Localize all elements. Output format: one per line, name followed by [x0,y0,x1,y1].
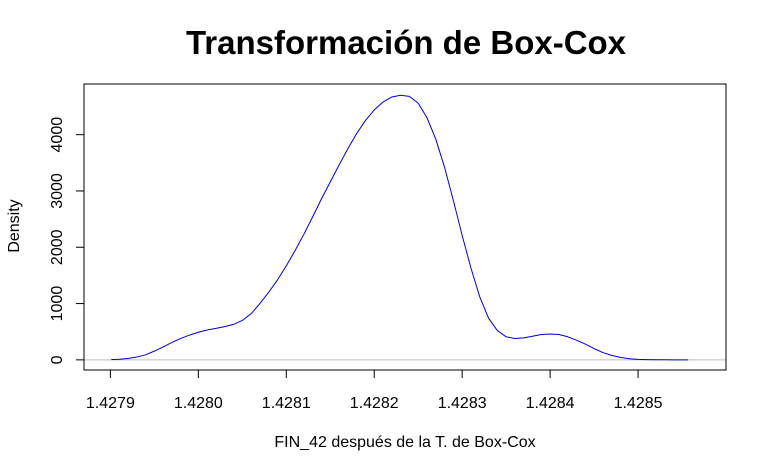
x-tick-label: 1.4280 [174,395,223,412]
x-tick-label: 1.4282 [350,395,399,412]
y-tick-label: 2000 [49,229,66,265]
line-layer [111,94,689,361]
y-axis: 0 1000 2000 3000 4000 [49,117,85,364]
x-tick-label: 1.4285 [614,395,663,412]
y-tick-label: 4000 [49,117,66,153]
chart-title: Transformación de Box-Cox [186,24,627,61]
density-line [111,94,689,361]
x-tick-label: 1.4283 [438,395,487,412]
y-tick-label: 0 [49,355,66,364]
x-axis: 1.4279 1.4280 1.4281 1.4282 1.4283 1.4284 1.42… [86,369,663,412]
plot-frame [83,83,727,371]
y-tick-label: 3000 [49,173,66,209]
x-tick-label: 1.4281 [262,395,311,412]
x-axis-label: FIN_42 después de la T. de Box-Cox [274,434,535,451]
y-axis-label: Density [6,199,23,252]
x-tick-label: 1.4279 [86,395,135,412]
x-tick-label: 1.4284 [526,395,575,412]
y-tick-label: 1000 [49,286,66,322]
